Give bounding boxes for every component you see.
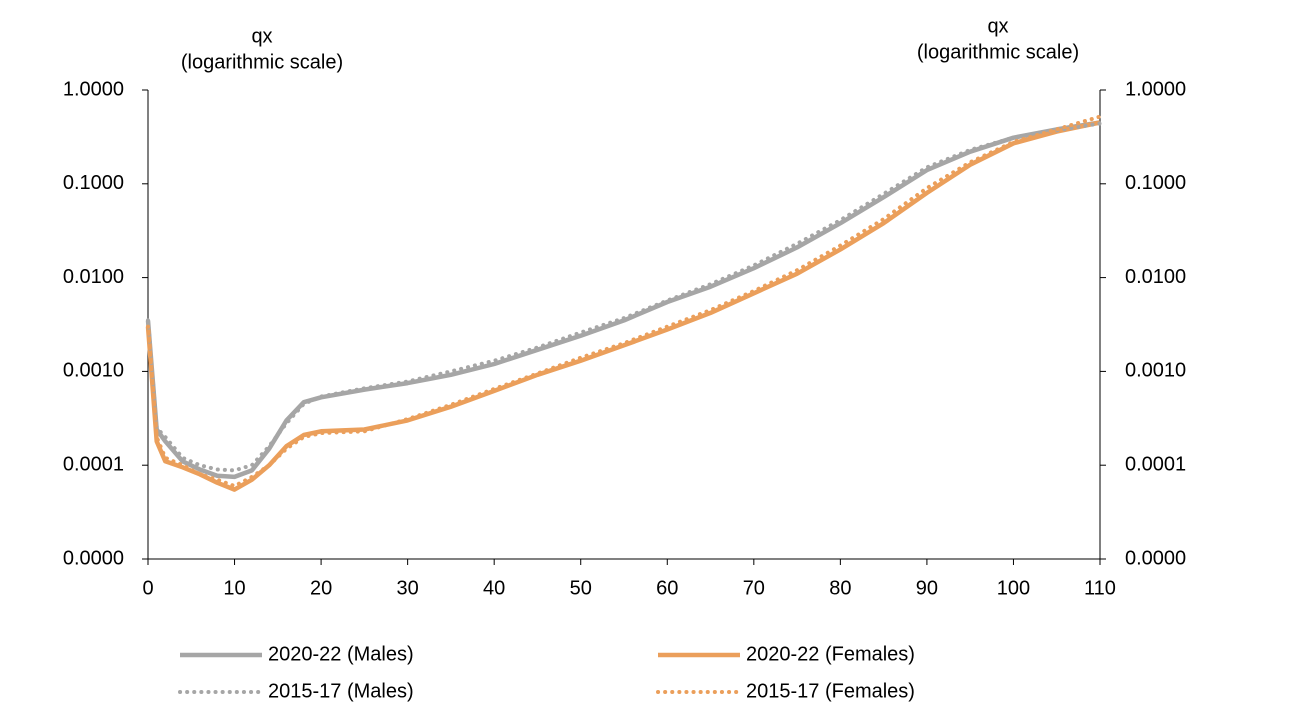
x-tick-label: 20 bbox=[310, 577, 332, 599]
y2-tick-label: 1.0000 bbox=[1125, 78, 1186, 100]
series-line bbox=[145, 120, 1101, 492]
y-tick-label: 0.0100 bbox=[63, 266, 124, 288]
y-tick-label: 0.0000 bbox=[63, 547, 124, 569]
x-tick-label: 0 bbox=[142, 577, 153, 599]
y-tick-label: 0.0010 bbox=[63, 360, 124, 382]
legend-label: 2020-22 (Females) bbox=[746, 643, 915, 665]
series-line bbox=[146, 121, 1102, 473]
y2-tick-label: 0.0010 bbox=[1125, 360, 1186, 382]
x-tick-label: 90 bbox=[916, 577, 938, 599]
x-tick-label: 50 bbox=[570, 577, 592, 599]
x-tick-label: 80 bbox=[829, 577, 851, 599]
series-line bbox=[145, 120, 1101, 480]
series-line bbox=[146, 114, 1102, 489]
legend-label: 2015-17 (Females) bbox=[746, 680, 915, 702]
y-axis-title: (logarithmic scale) bbox=[181, 51, 343, 73]
y2-axis-title: qx bbox=[987, 15, 1008, 37]
y2-tick-label: 0.0001 bbox=[1125, 453, 1186, 475]
y2-tick-label: 0.0000 bbox=[1125, 547, 1186, 569]
y2-tick-label: 0.1000 bbox=[1125, 172, 1186, 194]
legend-label: 2020-22 (Males) bbox=[268, 643, 414, 665]
y2-axis-title: (logarithmic scale) bbox=[917, 41, 1079, 63]
x-tick-label: 70 bbox=[743, 577, 765, 599]
legend-label: 2015-17 (Males) bbox=[268, 680, 414, 702]
y-tick-label: 0.0001 bbox=[63, 453, 124, 475]
x-tick-label: 30 bbox=[397, 577, 419, 599]
y-axis-title: qx bbox=[251, 25, 272, 47]
x-tick-label: 100 bbox=[997, 577, 1030, 599]
x-tick-label: 60 bbox=[656, 577, 678, 599]
y2-tick-label: 0.0100 bbox=[1125, 266, 1186, 288]
y-tick-label: 0.1000 bbox=[63, 172, 124, 194]
x-tick-label: 110 bbox=[1084, 577, 1116, 599]
x-tick-label: 40 bbox=[483, 577, 505, 599]
x-tick-label: 10 bbox=[223, 577, 245, 599]
y-tick-label: 1.0000 bbox=[63, 78, 124, 100]
